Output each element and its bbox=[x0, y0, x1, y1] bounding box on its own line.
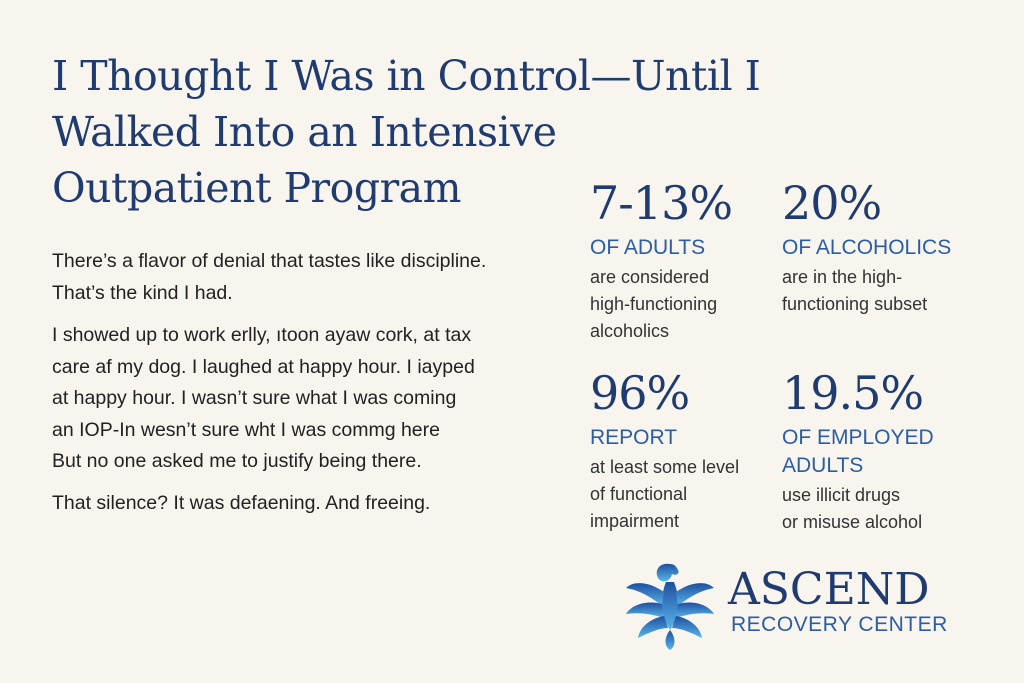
body-line: I showed up to work erlly, ıtoon ayaw co… bbox=[52, 324, 472, 346]
body-line: care af my dog. I laughed at happy hour.… bbox=[52, 355, 475, 378]
title-line: Outpatient Program bbox=[52, 164, 462, 212]
logo-name: ASCEND bbox=[728, 564, 930, 615]
body-line: That silence? It was defaening. And free… bbox=[52, 492, 431, 514]
stat-label: OF ADULTS bbox=[590, 236, 706, 259]
stat-label: OF EMPLOYED bbox=[782, 426, 934, 449]
stat-description: alcoholics bbox=[590, 321, 670, 341]
body-line: But no one asked me to justify being the… bbox=[52, 450, 422, 472]
logo-icon bbox=[626, 563, 714, 650]
body-line: an IOP-In wesn’t sure wht I was commg he… bbox=[52, 418, 440, 441]
stat-description: or misuse alcohol bbox=[782, 512, 923, 532]
stat-label: OF ALCOHOLICS bbox=[782, 236, 952, 259]
stat-description: of functional bbox=[590, 484, 688, 504]
stat-value: 96% bbox=[590, 366, 690, 420]
body-line: That’s the kind I had. bbox=[52, 281, 233, 304]
stat-description: are in the high- bbox=[782, 267, 903, 287]
stat-value: 20% bbox=[782, 176, 882, 230]
stat-value: 19.5% bbox=[782, 366, 924, 420]
stat-description: use illicit drugs bbox=[782, 485, 901, 505]
stat-description: functioning subset bbox=[782, 294, 928, 314]
title-line: I Thought I Was in Control—Until I bbox=[52, 52, 761, 100]
stat-description: at least some level bbox=[590, 457, 740, 477]
title-line: Walked Into an Intensive bbox=[52, 108, 557, 156]
stat-label: REPORT bbox=[590, 426, 678, 449]
body-line: at happy hour. I wasn’t sure what I was … bbox=[52, 387, 457, 409]
stat-description: impairment bbox=[590, 511, 680, 531]
stat-label: ADULTS bbox=[782, 454, 864, 477]
logo-tagline: RECOVERY CENTER bbox=[731, 613, 948, 636]
stat-description: high-functioning bbox=[590, 294, 718, 314]
stat-description: are considered bbox=[590, 267, 710, 287]
stat-value: 7-13% bbox=[590, 176, 733, 230]
body-line: There’s a flavor of denial that tastes l… bbox=[52, 250, 487, 272]
